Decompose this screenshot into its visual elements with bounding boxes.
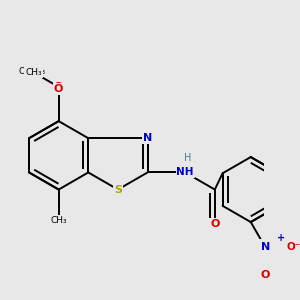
Text: O: O — [261, 270, 270, 280]
Text: +: + — [278, 233, 286, 243]
Text: O⁻: O⁻ — [286, 242, 300, 252]
Text: CH₃: CH₃ — [25, 68, 42, 77]
Text: H: H — [184, 153, 192, 163]
Text: N: N — [143, 133, 152, 143]
Text: O: O — [54, 84, 63, 94]
Text: O: O — [210, 219, 220, 229]
Text: N: N — [261, 242, 270, 252]
Text: O-CH₃: O-CH₃ — [18, 67, 46, 76]
Text: O: O — [54, 82, 63, 92]
Text: NH: NH — [176, 167, 194, 177]
Text: CH₃: CH₃ — [50, 216, 67, 225]
Text: S: S — [114, 184, 122, 194]
